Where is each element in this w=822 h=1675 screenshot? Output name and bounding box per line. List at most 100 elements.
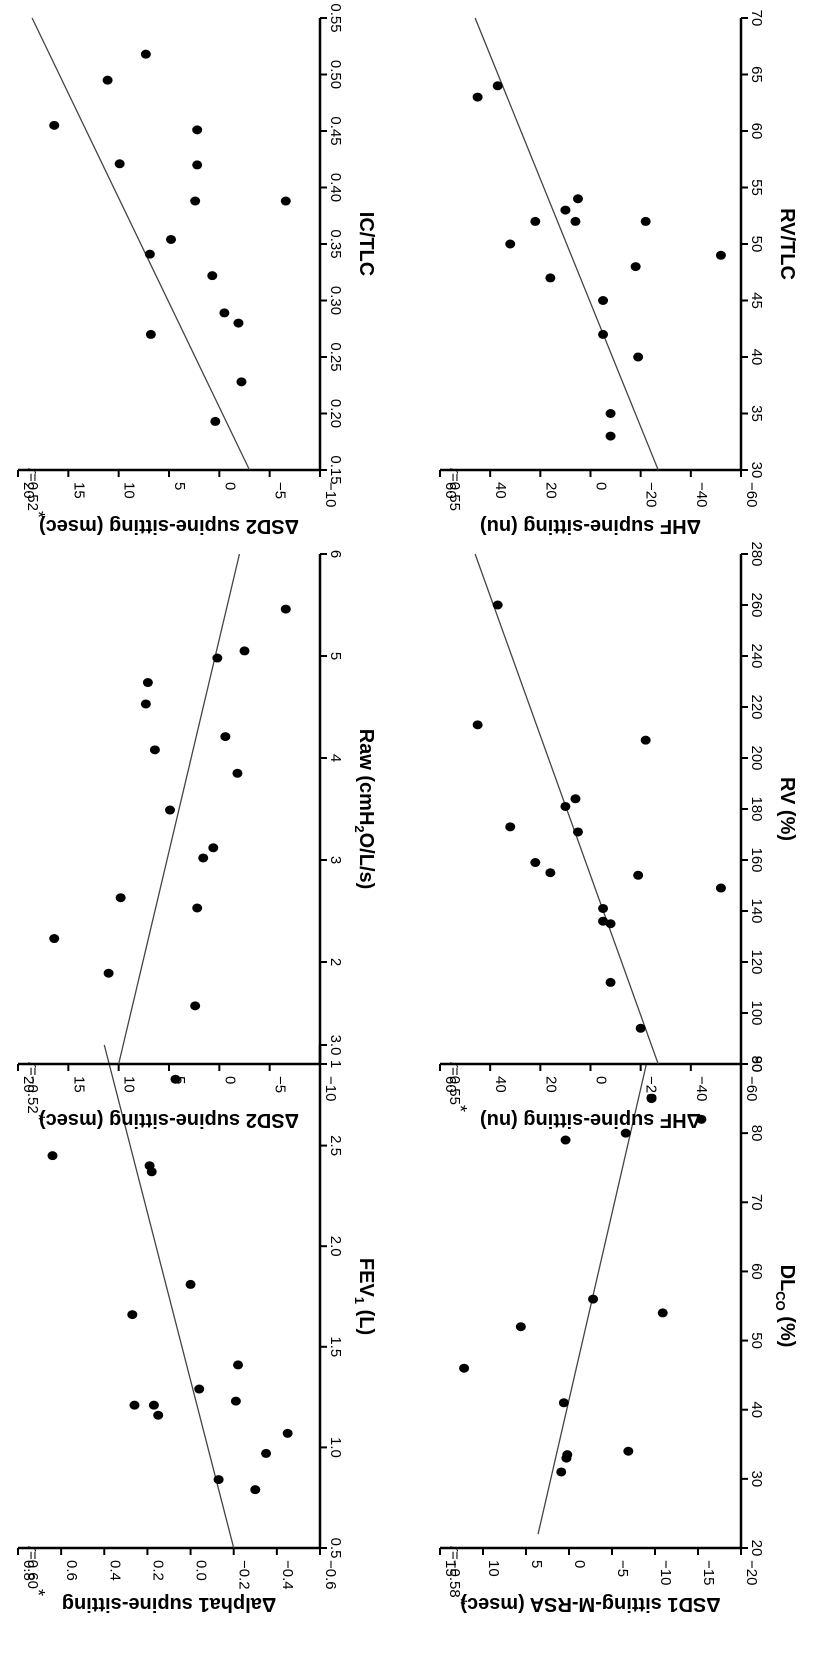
data-point (530, 216, 541, 226)
x-tick-label: 40 (748, 1401, 765, 1418)
x-tick-label: 40 (748, 349, 765, 366)
y-tick-label: 0.8 (20, 1560, 37, 1581)
data-point (620, 1128, 631, 1138)
x-tick-label: 0.5 (327, 1538, 344, 1559)
x-axis-title: RV (%) (776, 777, 798, 841)
data-point (605, 431, 616, 441)
data-point (170, 1074, 181, 1084)
x-tick-label: 180 (748, 796, 765, 821)
data-point (185, 1279, 196, 1289)
regression-line (31, 17, 251, 471)
data-point (49, 934, 60, 944)
data-point (715, 883, 726, 893)
correlation-annotation: r=−0.52* (24, 1062, 48, 1121)
data-point (556, 1467, 567, 1477)
y-tick-label: 0 (571, 1560, 588, 1568)
x-tick-label: 0.15 (327, 455, 344, 484)
y-tick-label: 0 (593, 1076, 610, 1084)
y-tick-label: 60 (442, 1076, 459, 1093)
y-tick-label: 10 (485, 1560, 502, 1577)
x-tick-label: 260 (748, 592, 765, 617)
x-tick-label: 240 (748, 643, 765, 668)
x-axis-title: IC/TLC (355, 212, 377, 276)
data-point (233, 1360, 244, 1370)
y-tick-label: 40 (492, 1076, 509, 1093)
data-point (236, 377, 247, 387)
y-tick-label: 20 (20, 1076, 37, 1093)
y-tick-label: 0 (221, 482, 238, 490)
x-tick-label: 100 (748, 1000, 765, 1025)
data-point (192, 125, 203, 135)
y-tick-label: −5 (272, 1076, 289, 1093)
data-point (472, 92, 483, 102)
data-point (149, 745, 160, 755)
data-point (560, 205, 571, 215)
y-axis-title: ΔSD2 supine-sitting (msec) (39, 1109, 299, 1131)
y-tick-label: 0.6 (63, 1560, 80, 1581)
data-point (505, 239, 516, 249)
y-tick-label: −10 (322, 482, 339, 507)
data-point (635, 1023, 646, 1033)
data-point (657, 1308, 668, 1318)
panel-1: 0.8 0.6 0.4 0.2 0.0 −0.2 −0.4 −0.60.5 1.0 1.5 2.0 2… (17, 1035, 377, 1615)
y-tick-label: −20 (643, 482, 660, 507)
y-tick-label: 0.0 (193, 1560, 210, 1581)
data-point (570, 794, 581, 804)
x-tick-label: 2.5 (327, 1135, 344, 1156)
data-point (198, 853, 209, 863)
data-point (153, 1410, 164, 1420)
y-tick-label: −40 (693, 1076, 710, 1101)
x-axis-title: FEV1 (L) (352, 1258, 377, 1335)
correlation-annotation: r=0.60* (24, 1546, 48, 1596)
y-tick-label: −15 (700, 1560, 717, 1585)
x-tick-label: 0.50 (327, 60, 344, 89)
y-tick-label: 0 (593, 482, 610, 490)
x-tick-label: 45 (748, 292, 765, 309)
x-tick-label: 120 (748, 949, 765, 974)
regression-line (118, 553, 241, 1065)
x-tick-label: 0.30 (327, 286, 344, 315)
regression-line (103, 1044, 235, 1549)
x-tick-label: 0.20 (327, 399, 344, 428)
data-point (144, 249, 155, 259)
panel-6: 60 40 20 0 −20 −40 −60 30 35 40 45 50 55 60 65 70 r=0.55… (439, 10, 798, 537)
y-tick-label: 15 (442, 1560, 459, 1577)
data-point (545, 273, 556, 283)
y-tick-label: 0 (221, 1076, 238, 1084)
y-tick-label: −40 (693, 482, 710, 507)
x-tick-label: 200 (748, 745, 765, 770)
x-tick-label: 20 (748, 1540, 765, 1557)
x-tick-label: 80 (748, 1056, 765, 1073)
data-point (472, 720, 483, 730)
data-point (280, 604, 291, 614)
data-point (192, 903, 203, 913)
data-point (212, 653, 223, 663)
data-point (102, 75, 113, 85)
data-point (640, 216, 651, 226)
y-tick-label: 5 (171, 482, 188, 490)
regression-line (474, 17, 659, 471)
x-tick-label: 1.0 (327, 1437, 344, 1458)
x-tick-label: 2 (327, 958, 344, 966)
data-point (47, 1151, 58, 1161)
y-tick-label: 5 (528, 1560, 545, 1568)
y-tick-label: −10 (322, 1076, 339, 1101)
x-tick-label: 3 (327, 856, 344, 864)
x-tick-label: 0.55 (327, 3, 344, 32)
x-tick-label: 35 (748, 405, 765, 422)
data-point (220, 732, 231, 742)
x-tick-label: 30 (748, 462, 765, 479)
x-axis-title: RV/TLC (776, 208, 798, 280)
data-point (598, 296, 609, 305)
x-axis-title: DLCO (%) (773, 1265, 798, 1348)
correlation-annotation: r=−0.58* (446, 1546, 470, 1605)
correlation-annotation: r=0.55 (446, 468, 463, 511)
data-point (210, 416, 221, 426)
data-point (280, 196, 291, 206)
y-tick-label: 20 (542, 1076, 559, 1093)
data-point (623, 1446, 634, 1456)
data-point (140, 699, 151, 709)
x-tick-label: 1.5 (327, 1336, 344, 1357)
data-point (588, 1294, 599, 1304)
